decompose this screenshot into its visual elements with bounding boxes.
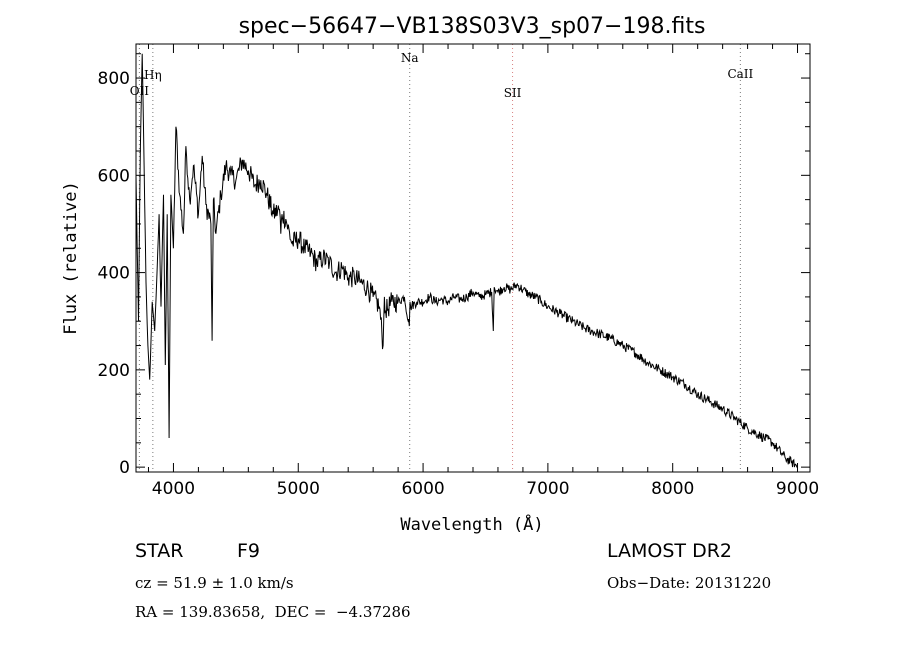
y-axis-label: Flux (relative) <box>61 181 81 335</box>
spectral-line-label: OII <box>130 84 150 98</box>
coordinates-text: RA = 139.83658, DEC = −4.37286 <box>135 603 411 621</box>
spectrum-layer <box>135 53 798 468</box>
plot-frame <box>135 43 811 473</box>
x-tick-label: 6000 <box>401 479 444 499</box>
x-tick-label: 5000 <box>277 479 320 499</box>
x-tick-label: 8000 <box>651 479 694 499</box>
spectral-line-label: Hη <box>144 68 162 82</box>
y-tick-label: 800 <box>98 69 130 89</box>
spectral-line-label: Na <box>401 51 419 65</box>
x-tick-label: 4000 <box>152 479 195 499</box>
y-tick-label: 600 <box>98 166 130 186</box>
spectral-subclass: F9 <box>237 540 261 562</box>
spectral-line-markers: OII Hη Na SII CaII <box>130 44 754 472</box>
y-tick-label: 400 <box>98 264 130 284</box>
object-type: STAR <box>135 540 184 562</box>
survey-name: LAMOST DR2 <box>607 540 732 562</box>
x-tick-label: 9000 <box>776 479 819 499</box>
obs-date-text: Obs−Date: 20131220 <box>607 574 772 592</box>
spectral-line-label: CaII <box>727 67 753 81</box>
x-axis-label: Wavelength (Å) <box>400 513 543 535</box>
x-tick-label: 7000 <box>526 479 569 499</box>
spectral-line-label: SII <box>504 86 522 100</box>
axes: 4000 5000 6000 7000 8000 9000 0 200 400 600 800 <box>98 43 819 499</box>
chart-title: spec−56647−VB138S03V3_sp07−198.fits <box>239 14 706 39</box>
spectrum-line <box>135 53 798 468</box>
y-tick-label: 200 <box>98 361 130 381</box>
redshift-text: cz = 51.9 ± 1.0 km/s <box>135 574 294 592</box>
y-tick-label: 0 <box>119 458 130 478</box>
